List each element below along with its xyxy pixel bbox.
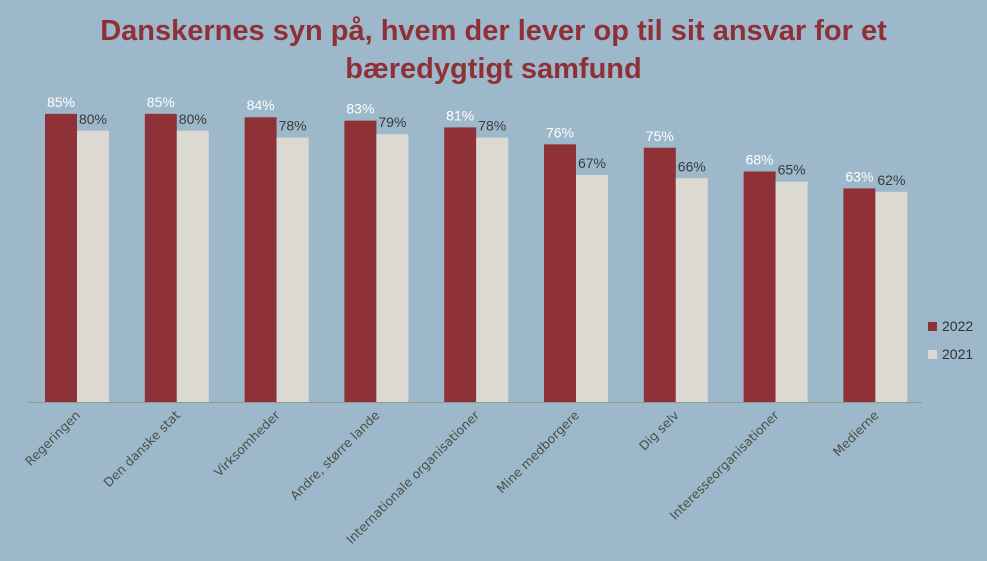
data-label-2022: 63% bbox=[845, 168, 873, 184]
x-tick-label: Andre, større lande bbox=[287, 407, 383, 503]
data-label-2021: 67% bbox=[578, 155, 606, 171]
chart-title: Danskernes syn på, hvem der lever op til… bbox=[0, 12, 987, 88]
x-tick-label: Dig selv bbox=[636, 407, 682, 453]
x-tick-label: Den danske stat bbox=[100, 407, 183, 490]
bar-2021 bbox=[775, 181, 808, 402]
data-label-2021: 78% bbox=[478, 118, 506, 134]
x-tick-label: Interesseorganisationer bbox=[666, 407, 782, 523]
legend-label-2022: 2022 bbox=[942, 318, 974, 334]
data-label-2021: 62% bbox=[877, 172, 905, 188]
x-tick-label: Medierne bbox=[830, 407, 882, 459]
data-label-2021: 66% bbox=[678, 158, 706, 174]
bar-2021 bbox=[276, 137, 309, 402]
chart-title-line-1: Danskernes syn på, hvem der lever op til… bbox=[100, 15, 887, 47]
x-tick-label: Mine medborgere bbox=[494, 407, 583, 496]
data-label-2021: 78% bbox=[279, 118, 307, 134]
legend-swatch-2022 bbox=[928, 321, 937, 331]
bar-2021 bbox=[875, 191, 908, 402]
bar-2021 bbox=[376, 134, 409, 402]
data-label-2022: 85% bbox=[147, 94, 175, 110]
bar-2022 bbox=[144, 113, 177, 402]
data-label-2022: 76% bbox=[546, 124, 574, 140]
x-tick-label: Regeringen bbox=[22, 408, 83, 469]
bar-2022 bbox=[643, 147, 676, 402]
data-label-2022: 85% bbox=[47, 94, 75, 110]
bar-2022 bbox=[843, 188, 876, 402]
bar-2022 bbox=[45, 113, 77, 402]
bar-2021 bbox=[576, 174, 608, 402]
bar-2022 bbox=[544, 144, 576, 403]
legend-label-2021: 2021 bbox=[942, 346, 974, 362]
data-label-2021: 80% bbox=[79, 111, 107, 127]
bar-2021 bbox=[77, 130, 109, 403]
bar-2022 bbox=[743, 171, 776, 402]
data-label-2021: 80% bbox=[179, 111, 207, 127]
data-label-2022: 83% bbox=[346, 101, 374, 117]
x-tick-label: Virksomheder bbox=[211, 407, 284, 480]
bar-2022 bbox=[244, 117, 277, 403]
data-label-2021: 65% bbox=[778, 162, 806, 178]
bar-2021 bbox=[476, 137, 509, 402]
data-label-2022: 75% bbox=[646, 128, 674, 144]
data-label-2021: 79% bbox=[378, 114, 406, 130]
data-label-2022: 81% bbox=[446, 107, 474, 123]
data-label-2022: 68% bbox=[746, 151, 774, 167]
chart-title-line-2: bæredygtigt samfund bbox=[345, 53, 642, 85]
legend-swatch-2021 bbox=[928, 349, 937, 359]
bar-2022 bbox=[444, 127, 477, 402]
data-label-2022: 84% bbox=[247, 97, 275, 113]
bar-2021 bbox=[176, 130, 209, 403]
bar-2022 bbox=[344, 120, 377, 402]
bar-2021 bbox=[675, 178, 708, 402]
legend-item-2022: 2022 bbox=[928, 318, 973, 334]
legend-item-2021: 2021 bbox=[928, 346, 973, 362]
